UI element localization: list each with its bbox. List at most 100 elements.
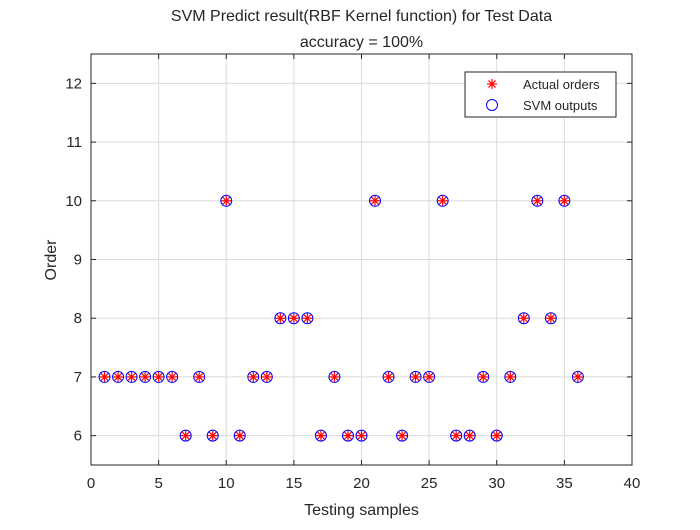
svm-output-point — [193, 370, 206, 383]
asterisk-stroke — [262, 372, 271, 381]
svm-output-point — [125, 370, 138, 383]
x-tick-label: 25 — [421, 475, 438, 492]
svm-output-point — [369, 194, 382, 207]
legend-label-actual-orders: Actual orders — [523, 77, 600, 92]
svm-output-point — [301, 312, 314, 325]
asterisk-stroke — [330, 372, 339, 381]
svm-output-point — [463, 429, 476, 442]
actual-order-point — [315, 430, 326, 441]
y-axis-label: Order — [43, 239, 60, 281]
actual-order-point — [451, 430, 462, 441]
asterisk-stroke — [425, 372, 434, 381]
svm-output-point — [477, 370, 490, 383]
y-tick-label: 9 — [74, 252, 82, 269]
actual-order-point — [505, 371, 516, 382]
svm-output-point — [220, 194, 233, 207]
actual-order-point — [383, 371, 394, 382]
svm-output-point — [571, 370, 584, 383]
asterisk-stroke — [289, 314, 298, 323]
legend-label-svm-outputs: SVM outputs — [523, 98, 598, 113]
actual-order-point — [424, 371, 435, 382]
actual-order-point — [559, 195, 570, 206]
asterisk-stroke — [316, 431, 325, 440]
actual-order-point — [342, 430, 353, 441]
x-tick-label: 15 — [286, 475, 303, 492]
x-tick-label: 35 — [556, 475, 573, 492]
svm-output-point — [382, 370, 395, 383]
asterisk-stroke — [276, 314, 285, 323]
svm-output-point — [233, 429, 246, 442]
asterisk-stroke — [488, 80, 496, 88]
actual-order-point — [194, 371, 205, 382]
asterisk-stroke — [479, 372, 488, 381]
actual-order-point — [113, 371, 124, 382]
asterisk-stroke — [438, 196, 447, 205]
asterisk-stroke — [249, 372, 258, 381]
svm-output-point — [450, 429, 463, 442]
asterisk-stroke — [181, 431, 190, 440]
svm-output-point — [247, 370, 260, 383]
actual-order-point — [518, 313, 529, 324]
actual-order-point — [140, 371, 151, 382]
svm-output-point — [409, 370, 422, 383]
svm-output-point — [287, 312, 300, 325]
asterisk-stroke — [222, 196, 231, 205]
actual-order-point — [410, 371, 421, 382]
actual-order-point — [397, 430, 408, 441]
svm-output-point — [355, 429, 368, 442]
legend: Actual orders SVM outputs — [464, 71, 617, 118]
actual-order-point — [464, 430, 475, 441]
legend-circle-icon — [486, 99, 498, 111]
x-tick-label: 40 — [624, 475, 641, 492]
asterisk-stroke — [573, 372, 582, 381]
asterisk-stroke — [195, 372, 204, 381]
asterisk-stroke — [235, 431, 244, 440]
actual-order-point — [126, 371, 137, 382]
svm-output-point — [166, 370, 179, 383]
svm-output-point — [558, 194, 571, 207]
svm-output-point — [314, 429, 327, 442]
chart-subtitle: accuracy = 100% — [300, 34, 423, 51]
svm-output-point — [544, 312, 557, 325]
actual-order-point — [370, 195, 381, 206]
legend-box — [464, 71, 617, 118]
svm-output-point — [504, 370, 517, 383]
legend-asterisk-marker — [487, 79, 497, 89]
actual-order-point — [302, 313, 313, 324]
x-tick-label: 0 — [87, 475, 95, 492]
asterisk-stroke — [371, 196, 379, 205]
actual-order-point — [437, 195, 448, 206]
y-tick-label: 8 — [74, 310, 82, 327]
axis-ticks: 0 5 10 15 20 25 30 35 40 6 7 8 9 10 11 12 — [65, 54, 640, 492]
asterisk-stroke — [533, 196, 542, 205]
actual-order-point — [99, 371, 110, 382]
svm-output-point — [98, 370, 111, 383]
y-tick-label: 7 — [74, 369, 82, 386]
asterisk-stroke — [168, 372, 177, 381]
asterisk-stroke — [141, 372, 150, 381]
y-tick-label: 10 — [65, 193, 82, 210]
actual-order-point — [167, 371, 178, 382]
asterisk-stroke — [384, 372, 393, 381]
asterisk-stroke — [208, 431, 217, 440]
asterisk-stroke — [114, 372, 123, 381]
x-axis-label: Testing samples — [304, 502, 419, 519]
asterisk-stroke — [519, 314, 528, 323]
svm-output-point — [260, 370, 273, 383]
svm-output-point — [436, 194, 449, 207]
actual-order-point — [478, 371, 489, 382]
svm-output-point — [341, 429, 354, 442]
svm-output-point — [139, 370, 152, 383]
actual-order-point — [275, 313, 286, 324]
chart-title: SVM Predict result(RBF Kernel function) … — [171, 8, 552, 25]
actual-order-point — [234, 430, 245, 441]
asterisk-stroke — [398, 431, 407, 440]
y-tick-label: 11 — [66, 134, 82, 151]
svm-output-point — [396, 429, 409, 442]
x-tick-label: 10 — [218, 475, 235, 492]
actual-order-point — [261, 371, 272, 382]
asterisk-stroke — [344, 431, 352, 440]
asterisk-stroke — [100, 372, 109, 381]
